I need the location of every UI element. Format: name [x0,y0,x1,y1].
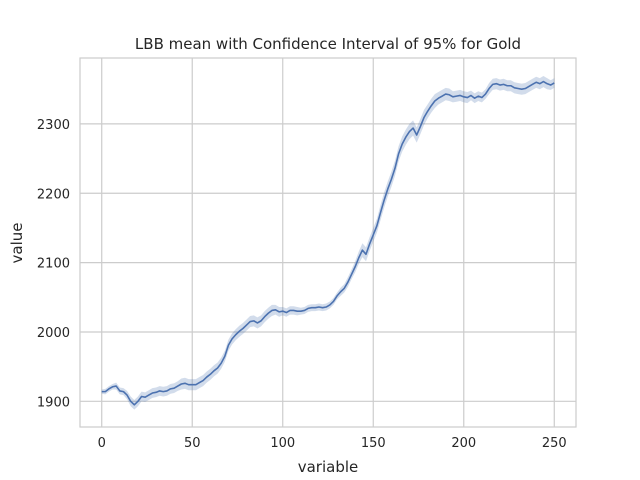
mean-line [101,80,555,406]
y-axis-ticks: 1900 2000 2100 2200 2300 [37,118,70,410]
x-tick-label: 150 [361,436,386,451]
confidence-band [101,76,555,410]
y-tick-label: 2000 [37,326,70,341]
y-tick-label: 2200 [37,187,70,202]
x-tick-label: 50 [184,436,201,451]
grid [80,58,576,427]
x-tick-label: 250 [542,436,567,451]
plot-frame [79,57,577,428]
y-axis-label: value [8,223,26,264]
x-tick-label: 0 [98,436,106,451]
y-tick-label: 2100 [37,257,70,272]
chart-title: LBB mean with Confidence Interval of 95%… [135,35,521,53]
x-axis-label: variable [298,458,359,476]
x-tick-label: 200 [451,436,476,451]
x-tick-label: 100 [270,436,295,451]
y-tick-label: 1900 [37,395,70,410]
x-axis-ticks: 0 50 100 150 200 250 [98,436,567,451]
y-tick-label: 2300 [37,118,70,133]
